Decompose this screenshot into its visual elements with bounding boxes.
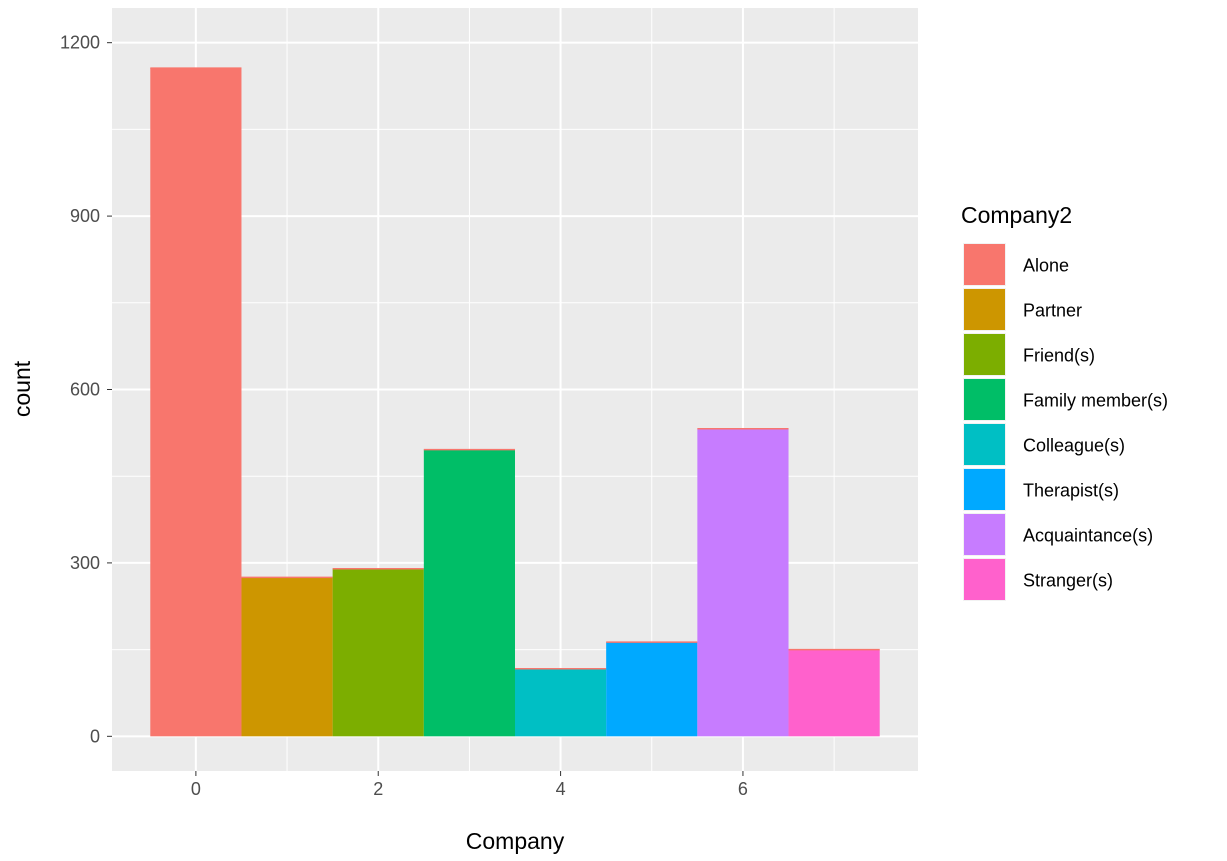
legend-label: Therapist(s) xyxy=(1023,481,1119,501)
y-tick-label: 1200 xyxy=(60,33,100,53)
legend: Company2 Alone Partner Friend(s) Family mem… xyxy=(961,202,1168,601)
bar xyxy=(150,68,242,737)
y-tick-label: 600 xyxy=(70,380,100,400)
bar xyxy=(515,668,607,737)
legend-key xyxy=(964,469,1005,510)
bar xyxy=(332,568,424,737)
bar xyxy=(606,642,698,737)
legend-label: Colleague(s) xyxy=(1023,436,1125,456)
bar xyxy=(788,649,880,737)
x-axis-title: Company xyxy=(466,828,565,854)
bars xyxy=(150,67,880,737)
y-axis-ticks: 0 300 600 900 1200 xyxy=(60,33,112,746)
bar xyxy=(697,428,789,737)
legend-key xyxy=(964,559,1005,600)
y-tick-label: 900 xyxy=(70,206,100,226)
legend-label: Stranger(s) xyxy=(1023,571,1113,591)
legend-key xyxy=(964,424,1005,465)
x-tick-label: 2 xyxy=(373,779,383,799)
x-tick-label: 0 xyxy=(191,779,201,799)
legend-label: Partner xyxy=(1023,301,1082,321)
x-tick-label: 6 xyxy=(738,779,748,799)
legend-key xyxy=(964,379,1005,420)
y-tick-label: 300 xyxy=(70,553,100,573)
bar xyxy=(423,449,515,737)
legend-title: Company2 xyxy=(961,202,1072,228)
x-tick-label: 4 xyxy=(556,779,566,799)
legend-key xyxy=(964,244,1005,285)
y-axis-title: count xyxy=(9,360,35,417)
legend-label: Acquaintance(s) xyxy=(1023,526,1153,546)
legend-label: Friend(s) xyxy=(1023,346,1095,366)
legend-label: Alone xyxy=(1023,256,1069,276)
x-axis-ticks: 0 2 4 6 xyxy=(191,771,748,799)
legend-label: Family member(s) xyxy=(1023,391,1168,411)
legend-key xyxy=(964,334,1005,375)
legend-key xyxy=(964,514,1005,555)
legend-key xyxy=(964,289,1005,330)
y-tick-label: 0 xyxy=(90,726,100,746)
bar xyxy=(241,577,333,737)
